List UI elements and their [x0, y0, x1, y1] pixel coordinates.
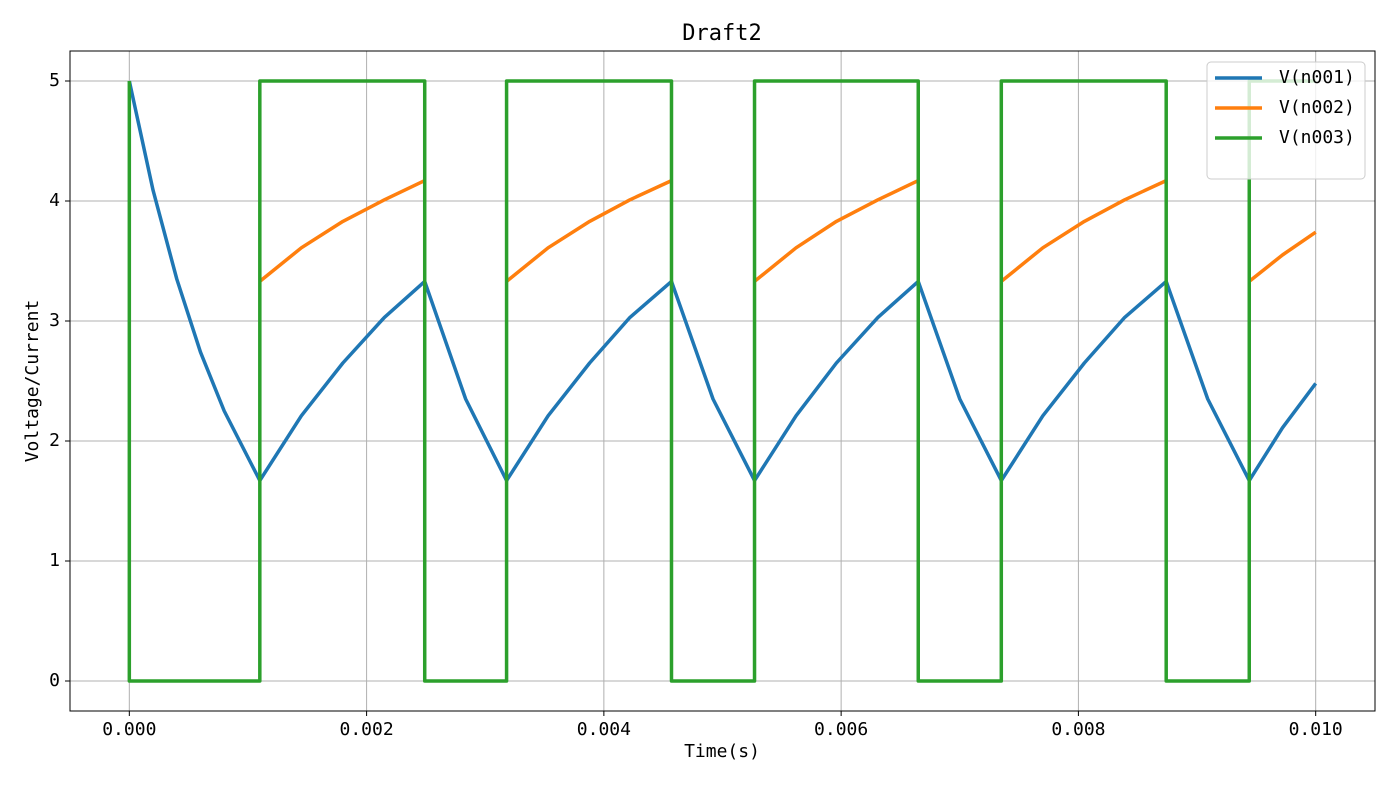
y-tick-label: 4 [49, 190, 60, 211]
x-tick-label: 0.002 [339, 719, 393, 740]
y-tick-label: 0 [49, 670, 60, 691]
x-tick-label: 0.006 [814, 719, 868, 740]
x-tick-label: 0.010 [1289, 719, 1343, 740]
y-tick-label: 3 [49, 310, 60, 331]
chart-title: Draft2 [682, 21, 761, 46]
legend-box [1206, 61, 1366, 180]
series-line [258, 179, 1317, 283]
x-tick-label: 0.008 [1051, 719, 1105, 740]
series-line [127, 79, 1316, 683]
y-axis-label: Voltage/Current [22, 300, 43, 463]
y-tick-label: 2 [49, 430, 60, 451]
legend-label: V(n001) [1279, 67, 1355, 88]
series-line [127, 80, 1318, 483]
legend-label: V(n002) [1279, 97, 1355, 118]
x-tick-label: 0.004 [577, 719, 631, 740]
x-axis-label: Time(s) [684, 741, 760, 762]
plot-frame [69, 50, 1376, 712]
y-tick-label: 5 [49, 70, 60, 91]
y-tick-label: 1 [49, 550, 60, 571]
x-tick-label: 0.000 [102, 719, 156, 740]
legend: V(n001) V(n002) V(n003) [1206, 61, 1366, 180]
legend-label: V(n003) [1279, 127, 1355, 148]
